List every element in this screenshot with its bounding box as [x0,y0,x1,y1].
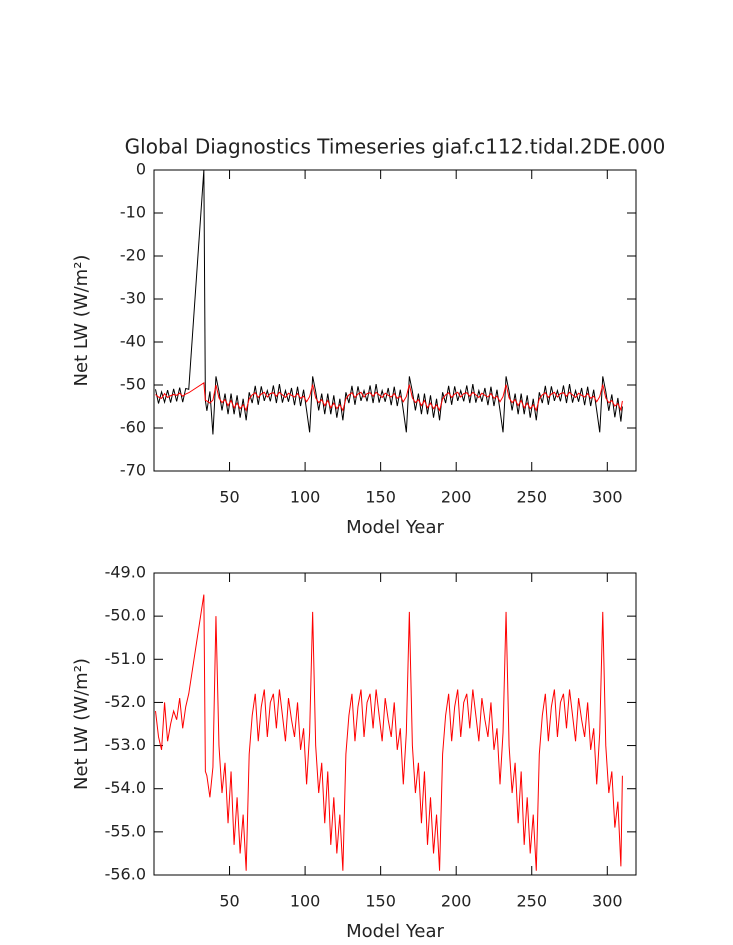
y-tick-label: -20 [120,246,146,265]
y-axis-label: Net LW (W/m²) [71,658,92,790]
y-tick-label: -56.0 [105,865,146,884]
y-axis-label: Net LW (W/m²) [71,255,92,387]
y-tick-label: -55.0 [105,821,146,840]
x-tick-label: 200 [441,488,472,507]
x-axis-label: Model Year [346,921,444,942]
data-line [155,169,623,435]
x-tick-label: 300 [592,488,623,507]
y-tick-label: -70 [120,461,146,480]
y-tick-label: -52.0 [105,692,146,711]
plot-frame [153,572,637,876]
x-tick-label: 50 [219,892,239,911]
y-tick-label: -53.0 [105,735,146,754]
data-line [155,594,623,871]
plot-frame [153,169,637,472]
y-tick-label: -50.0 [105,606,146,625]
y-tick-label: -40 [120,332,146,351]
y-tick-label: -50 [120,375,146,394]
chart-title: Global Diagnostics Timeseries giaf.c112.… [125,135,666,159]
x-tick-label: 150 [365,892,396,911]
y-tick-label: -30 [120,289,146,308]
x-tick-label: 150 [365,488,396,507]
x-tick-label: 250 [516,488,547,507]
x-tick-label: 300 [592,892,623,911]
y-tick-label: -54.0 [105,778,146,797]
y-tick-label: -49.0 [105,563,146,582]
y-tick-label: -51.0 [105,649,146,668]
y-tick-label: -10 [120,203,146,222]
x-tick-label: 200 [441,892,472,911]
x-tick-label: 100 [290,488,321,507]
x-tick-label: 50 [219,488,239,507]
y-tick-label: 0 [136,160,146,179]
x-tick-label: 100 [290,892,321,911]
x-tick-label: 250 [516,892,547,911]
y-tick-label: -60 [120,418,146,437]
data-line [155,381,623,412]
x-axis-label: Model Year [346,517,444,538]
